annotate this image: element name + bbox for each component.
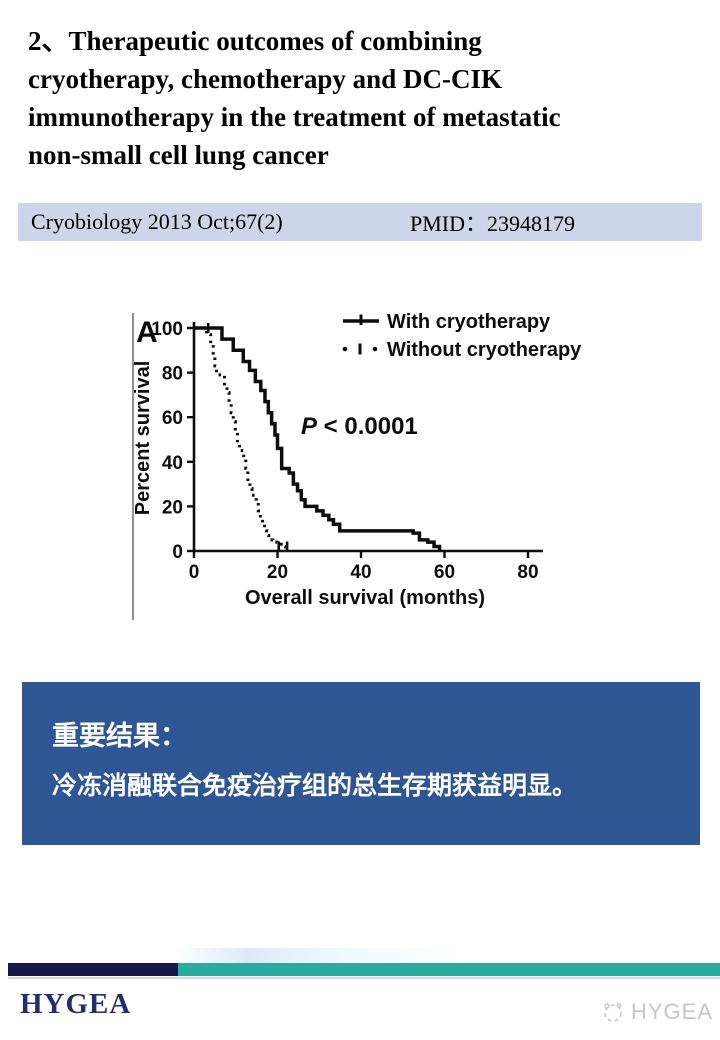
x-tick-label: 0 (189, 562, 200, 583)
x-tick-label: 20 (267, 562, 288, 583)
footer-bars (8, 963, 720, 976)
hygea-logo-text: HYGEA (20, 988, 132, 1020)
citation-bar: Cryobiology 2013 Oct;67(2) PMID：23948179 (18, 203, 702, 241)
key-result-box: 重要结果： 冷冻消融联合免疫治疗组的总生存期获益明显。 (22, 682, 700, 845)
survival-chart-svg: A 0 20 40 60 80 0 20 40 60 80 100 Percent survival Ov… (132, 311, 582, 620)
result-body-text: 冷冻消融联合免疫治疗组的总生存期获益明显。 (52, 772, 578, 800)
survival-curve-with-cryotherapy (194, 326, 442, 551)
km-survival-figure: A 0 20 40 60 80 0 20 40 60 80 100 Percent survival Ov… (115, 288, 595, 628)
footer-navy-bar (8, 963, 178, 976)
x-tick-label: 40 (350, 562, 371, 583)
journal-citation: Cryobiology 2013 Oct;67(2) (31, 209, 283, 234)
y-tick-label: 20 (162, 497, 183, 518)
x-tick-label: 80 (517, 562, 538, 583)
pmid-value: PMID：23948179 (410, 211, 576, 236)
x-tick-label: 60 (434, 562, 455, 583)
y-tick-label: 40 (162, 453, 183, 474)
footer-gradient-accent (175, 948, 465, 963)
y-axis-label: Percent survival (132, 361, 154, 516)
y-tick-label: 100 (151, 319, 183, 340)
survival-curve-without-cryotherapy (202, 326, 287, 551)
title-line-1: 2、Therapeutic outcomes of combining (28, 26, 482, 56)
title-line-4: non-small cell lung cancer (28, 140, 329, 170)
y-tick-label: 60 (162, 408, 183, 429)
y-tick-label: 0 (172, 542, 183, 563)
hygea-watermark: HYGEA (600, 999, 713, 1025)
legend-label: With cryotherapy (387, 311, 551, 333)
title-line-3: immunotherapy in the treatment of metast… (28, 102, 561, 132)
footer-divider (8, 977, 720, 979)
y-tick-label: 80 (162, 364, 183, 385)
legend-marker-dot (372, 346, 378, 352)
panel-label: A (136, 316, 158, 349)
x-axis-label: Overall survival (months) (245, 587, 485, 609)
footer-teal-bar (178, 963, 720, 976)
result-heading: 重要结果： (52, 721, 187, 751)
title-line-2: cryotherapy, chemotherapy and DC-CIK (28, 64, 502, 94)
p-value-annotation: P < 0.0001 (301, 413, 418, 440)
legend-marker-dot (342, 346, 348, 352)
slide-title: 2、Therapeutic outcomes of combining cryo… (28, 22, 700, 174)
legend-label: Without cryotherapy (387, 339, 582, 361)
hygea-logo-icon (604, 1003, 622, 1022)
watermark-label: HYGEA (631, 999, 714, 1024)
